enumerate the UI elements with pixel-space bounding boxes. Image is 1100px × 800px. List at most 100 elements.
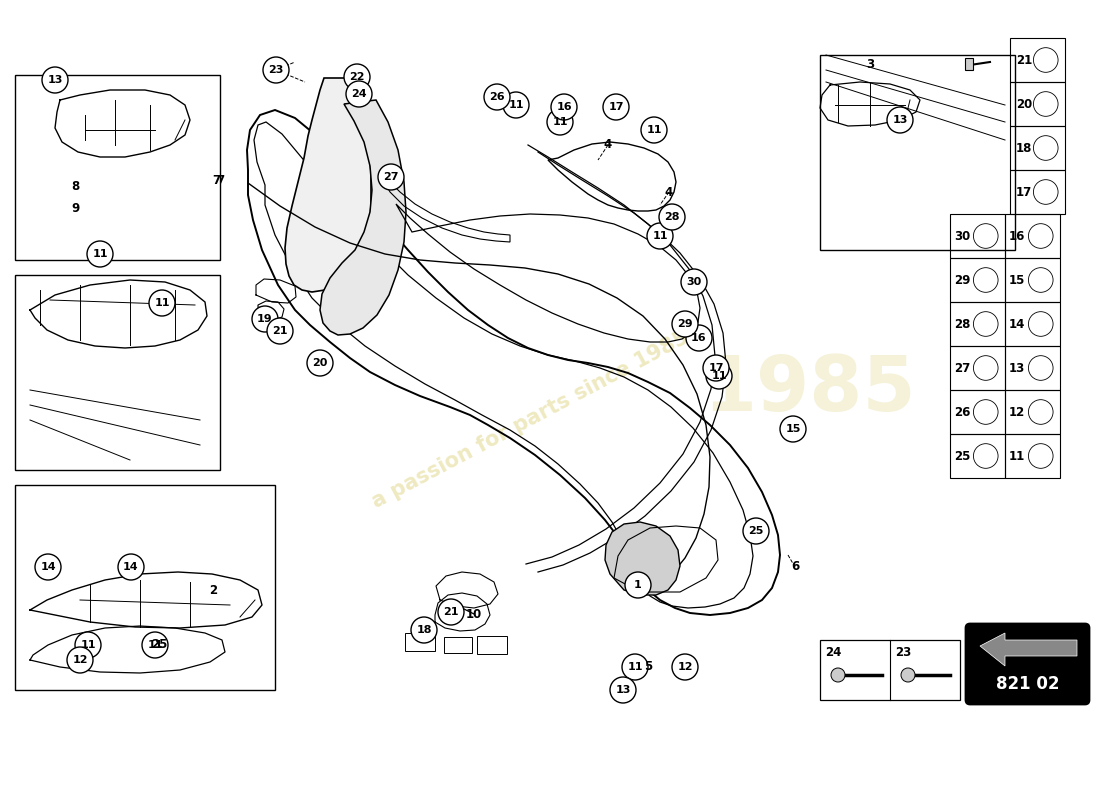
Text: 25: 25 bbox=[151, 638, 167, 651]
Circle shape bbox=[603, 94, 629, 120]
Text: 13: 13 bbox=[1009, 362, 1025, 374]
Text: 27: 27 bbox=[383, 172, 398, 182]
Text: 3: 3 bbox=[866, 58, 874, 71]
Text: 16: 16 bbox=[1009, 230, 1025, 242]
Text: 11: 11 bbox=[154, 298, 169, 308]
Text: 14: 14 bbox=[123, 562, 139, 572]
Circle shape bbox=[681, 269, 707, 295]
Circle shape bbox=[703, 355, 729, 381]
Text: 26: 26 bbox=[954, 406, 970, 418]
Circle shape bbox=[686, 325, 712, 351]
Text: 28: 28 bbox=[954, 318, 970, 330]
Circle shape bbox=[610, 677, 636, 703]
Circle shape bbox=[641, 117, 667, 143]
Bar bbox=[950, 214, 1005, 258]
Bar bbox=[950, 302, 1005, 346]
Circle shape bbox=[118, 554, 144, 580]
Bar bbox=[1010, 38, 1065, 82]
Text: 2: 2 bbox=[209, 583, 217, 597]
Text: 24: 24 bbox=[351, 89, 366, 99]
Circle shape bbox=[42, 67, 68, 93]
Bar bbox=[1005, 390, 1060, 434]
FancyBboxPatch shape bbox=[966, 624, 1089, 704]
Bar bbox=[405, 633, 435, 651]
Text: 18: 18 bbox=[416, 625, 431, 635]
Bar bbox=[950, 390, 1005, 434]
Circle shape bbox=[67, 647, 94, 673]
Circle shape bbox=[780, 416, 806, 442]
Circle shape bbox=[87, 241, 113, 267]
Text: 29: 29 bbox=[954, 274, 970, 286]
Text: 11: 11 bbox=[627, 662, 642, 672]
Circle shape bbox=[344, 64, 370, 90]
Text: 15: 15 bbox=[785, 424, 801, 434]
Circle shape bbox=[830, 668, 845, 682]
Polygon shape bbox=[980, 633, 1077, 666]
Polygon shape bbox=[285, 78, 371, 292]
Text: 18: 18 bbox=[1016, 142, 1033, 154]
Text: 5: 5 bbox=[644, 661, 652, 674]
Bar bbox=[950, 258, 1005, 302]
Circle shape bbox=[35, 554, 60, 580]
Text: 20: 20 bbox=[1016, 98, 1032, 110]
Text: 13: 13 bbox=[47, 75, 63, 85]
Circle shape bbox=[263, 57, 289, 83]
Circle shape bbox=[887, 107, 913, 133]
Circle shape bbox=[547, 109, 573, 135]
Bar bbox=[950, 346, 1005, 390]
Text: 11: 11 bbox=[652, 231, 668, 241]
Text: 17: 17 bbox=[608, 102, 624, 112]
Text: 20: 20 bbox=[312, 358, 328, 368]
Circle shape bbox=[742, 518, 769, 544]
Circle shape bbox=[411, 617, 437, 643]
Text: 12: 12 bbox=[73, 655, 88, 665]
Text: 21: 21 bbox=[273, 326, 288, 336]
Text: 22: 22 bbox=[350, 72, 365, 82]
Text: 30: 30 bbox=[686, 277, 702, 287]
Text: 16: 16 bbox=[691, 333, 707, 343]
Bar bbox=[820, 640, 960, 700]
Text: 26: 26 bbox=[490, 92, 505, 102]
Circle shape bbox=[142, 632, 168, 658]
Text: 14: 14 bbox=[41, 562, 56, 572]
Text: 11: 11 bbox=[80, 640, 96, 650]
Bar bbox=[444, 637, 472, 653]
Circle shape bbox=[484, 84, 510, 110]
Circle shape bbox=[378, 164, 404, 190]
Text: 11: 11 bbox=[647, 125, 662, 135]
Text: 4: 4 bbox=[604, 138, 612, 151]
Text: 16: 16 bbox=[557, 102, 572, 112]
Bar bbox=[1010, 170, 1065, 214]
Text: 21: 21 bbox=[443, 607, 459, 617]
Text: 23: 23 bbox=[895, 646, 911, 659]
Circle shape bbox=[346, 81, 372, 107]
Text: 11: 11 bbox=[552, 117, 568, 127]
Bar bbox=[950, 434, 1005, 478]
Circle shape bbox=[901, 668, 915, 682]
Text: 11: 11 bbox=[92, 249, 108, 259]
Circle shape bbox=[148, 290, 175, 316]
Circle shape bbox=[307, 350, 333, 376]
Text: 10: 10 bbox=[466, 607, 482, 621]
Text: 11: 11 bbox=[147, 640, 163, 650]
Text: 11: 11 bbox=[1009, 450, 1025, 462]
Circle shape bbox=[647, 223, 673, 249]
Text: 15: 15 bbox=[1009, 274, 1025, 286]
Text: 25: 25 bbox=[954, 450, 970, 462]
Text: 4: 4 bbox=[664, 186, 673, 198]
Text: 21: 21 bbox=[1016, 54, 1032, 66]
Text: 13: 13 bbox=[892, 115, 907, 125]
Circle shape bbox=[252, 306, 278, 332]
Text: 1: 1 bbox=[634, 580, 642, 590]
Bar bbox=[1010, 82, 1065, 126]
Polygon shape bbox=[605, 522, 680, 595]
Text: 7: 7 bbox=[216, 174, 224, 186]
Bar bbox=[15, 75, 220, 260]
Bar bbox=[15, 485, 275, 690]
Circle shape bbox=[659, 204, 685, 230]
Bar bbox=[1005, 302, 1060, 346]
Text: 30: 30 bbox=[954, 230, 970, 242]
Circle shape bbox=[267, 318, 293, 344]
Bar bbox=[1005, 434, 1060, 478]
Bar bbox=[1005, 258, 1060, 302]
